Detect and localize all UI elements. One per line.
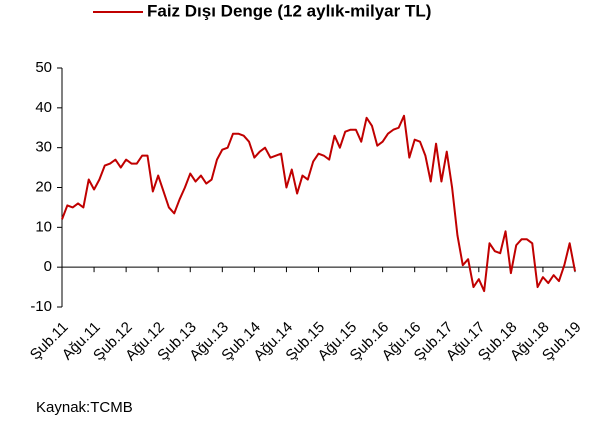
y-tick-label: 30 [35, 139, 52, 156]
source: Kaynak:TCMB [36, 399, 133, 416]
y-tick-label: 0 [44, 258, 52, 275]
y-tick-label: 50 [35, 59, 52, 76]
line-series [61, 114, 576, 293]
y-tick-label: -10 [30, 298, 52, 315]
y-tick-label: 10 [35, 218, 52, 235]
y-tick-label: 40 [35, 99, 52, 116]
y-tick-label: 20 [35, 178, 52, 195]
legend-label: Faiz Dışı Denge (12 aylık-milyar TL) [147, 1, 431, 20]
